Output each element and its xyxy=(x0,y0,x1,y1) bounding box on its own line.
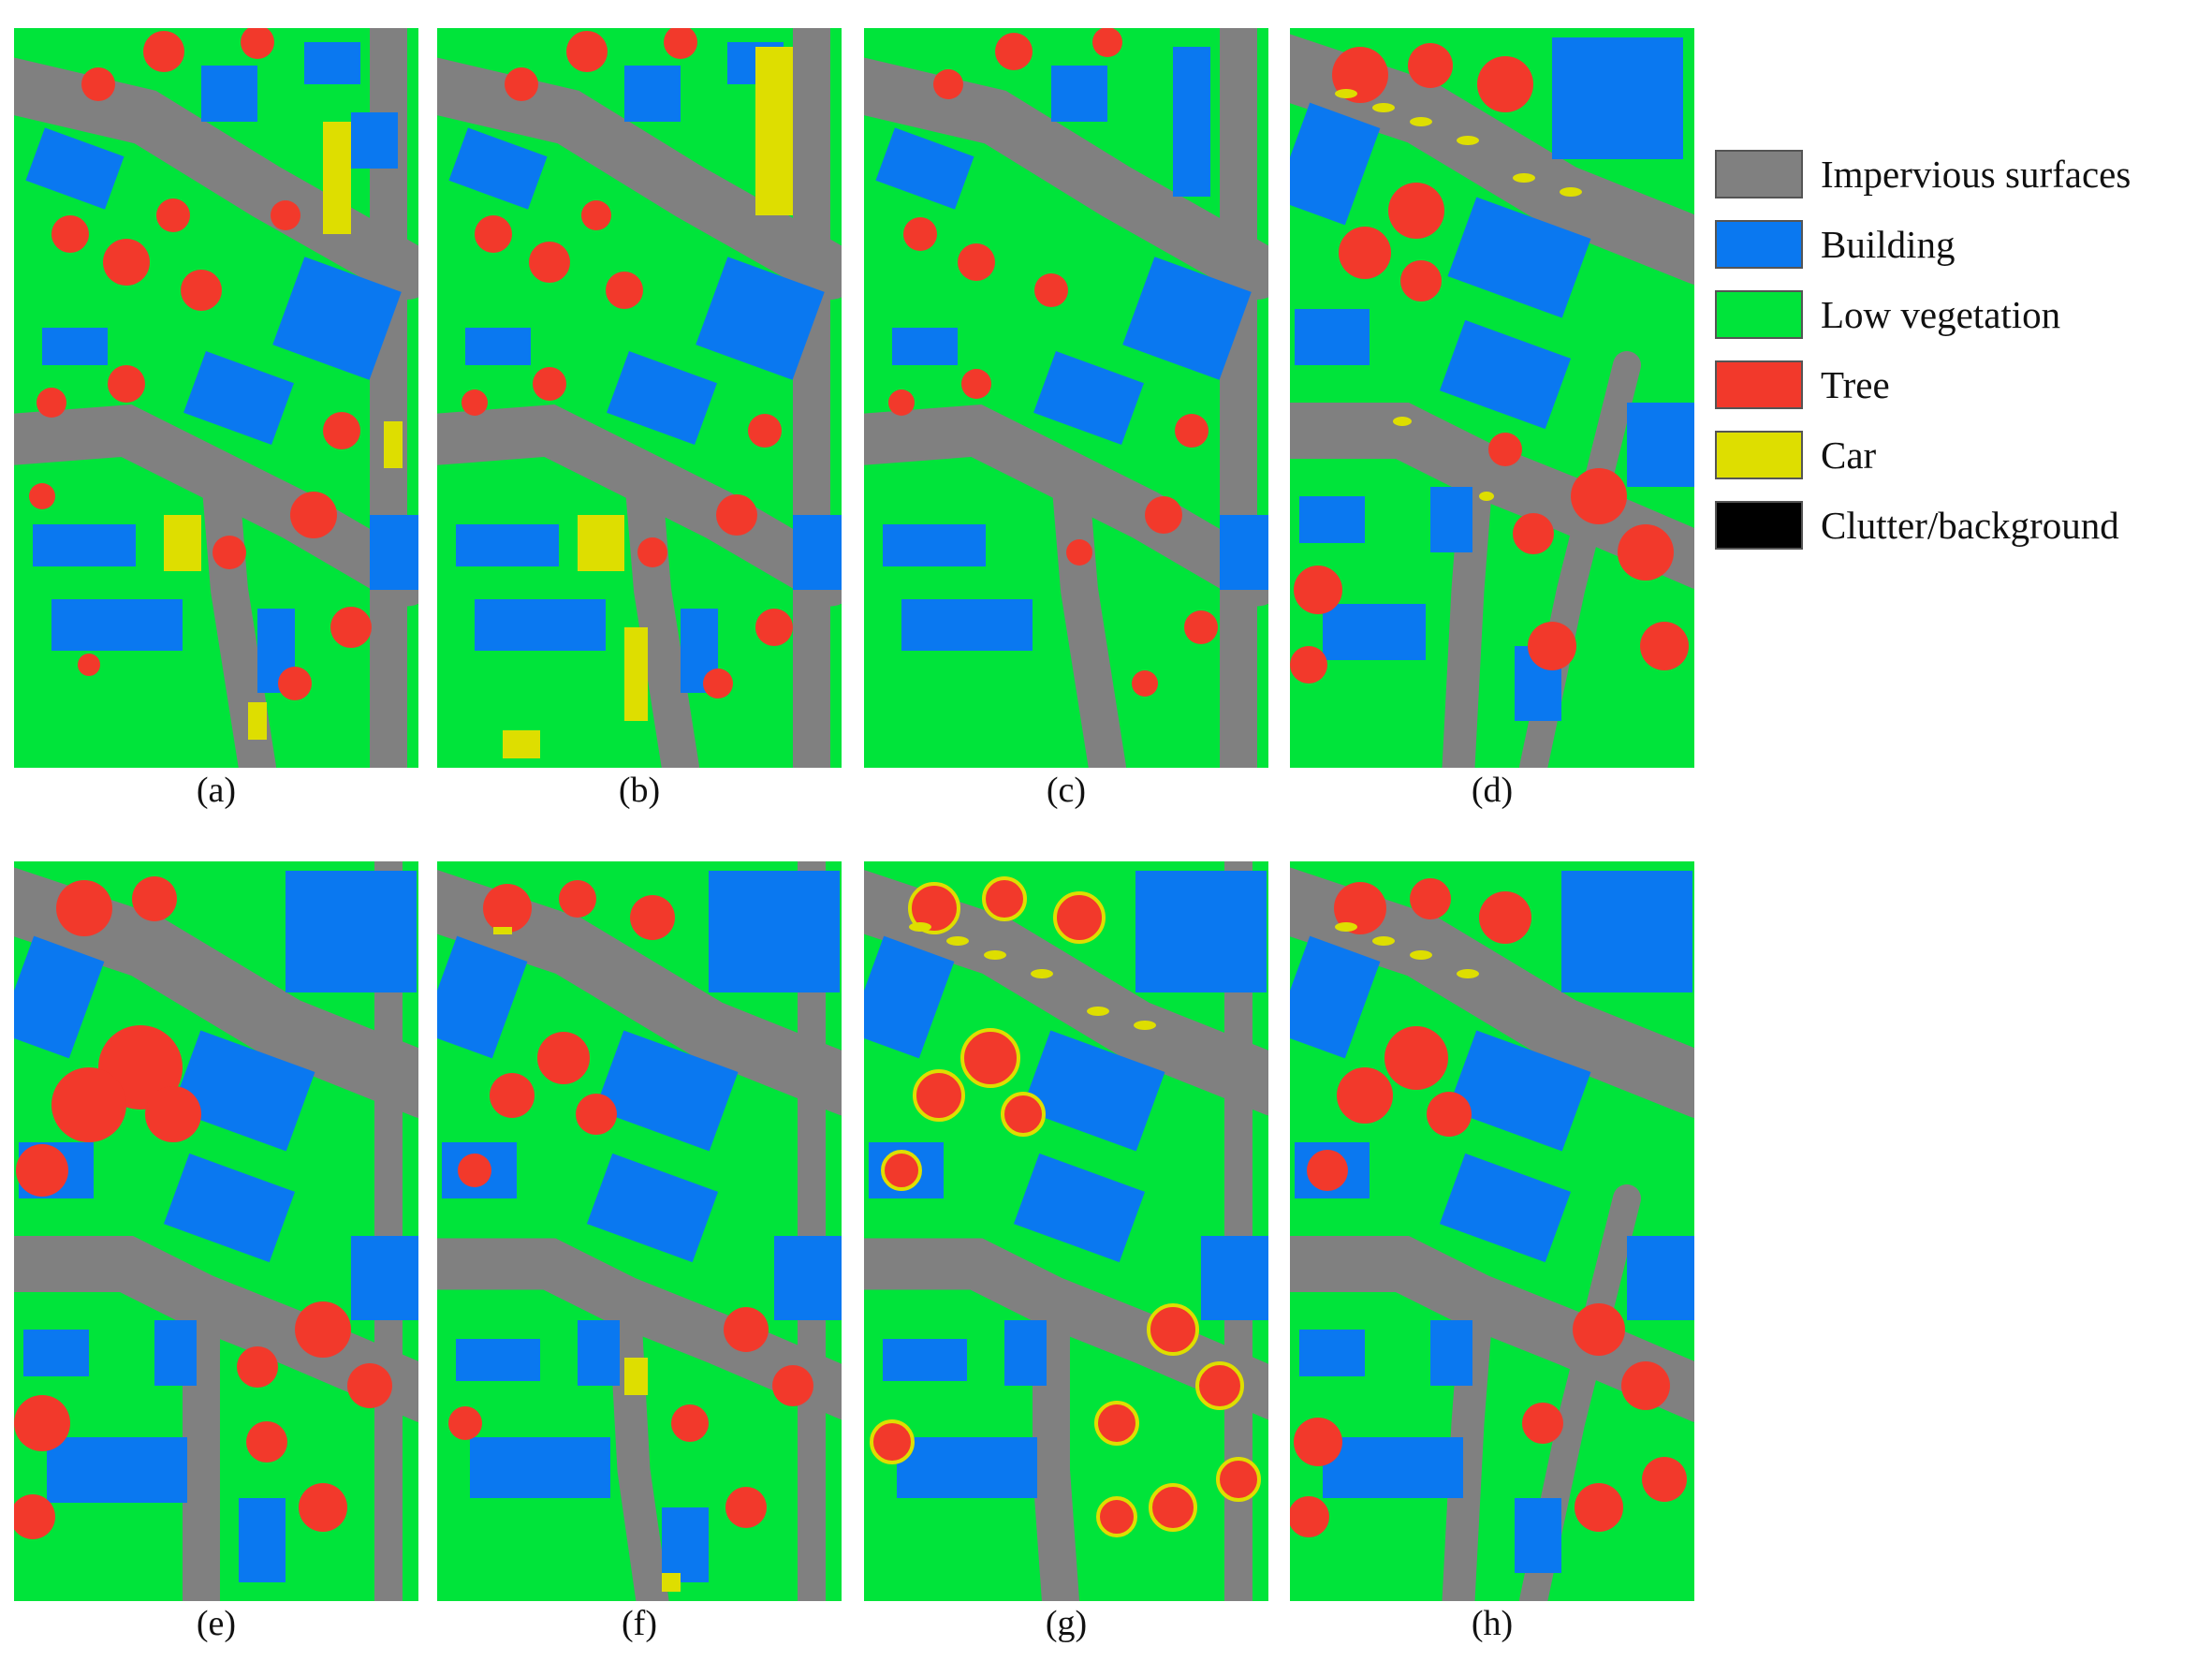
segmentation-map-b xyxy=(437,28,842,768)
segmentation-map-e-graphic xyxy=(14,861,418,1601)
segmentation-map-c-graphic xyxy=(864,28,1268,768)
panel-caption-h: (h) xyxy=(1471,1604,1514,1643)
tree-canopy xyxy=(14,876,392,1539)
legend-swatch xyxy=(1715,220,1803,269)
panel-caption-b: (b) xyxy=(618,771,661,810)
legend-label: Tree xyxy=(1821,363,1890,406)
car-pixels xyxy=(1335,89,1582,501)
legend-label: Low vegetation xyxy=(1821,293,2061,336)
segmentation-map-e xyxy=(14,861,418,1601)
legend-item-building: Building xyxy=(1715,220,2202,272)
segmentation-map-f xyxy=(437,861,842,1601)
segmentation-map-b-graphic xyxy=(437,28,842,768)
legend-swatch xyxy=(1715,150,1803,198)
panel-caption-g: (g) xyxy=(1045,1604,1088,1643)
car-pixels xyxy=(164,122,403,740)
tree-canopy xyxy=(461,28,793,698)
segmentation-map-f-graphic xyxy=(437,861,842,1601)
legend-label: Clutter/background xyxy=(1821,504,2119,547)
road-network xyxy=(864,28,1268,768)
building-footprints xyxy=(448,42,842,693)
segmentation-map-d-graphic xyxy=(1290,28,1694,768)
panel-caption-f: (f) xyxy=(622,1604,657,1643)
road-network xyxy=(437,28,842,768)
panel-caption-e: (e) xyxy=(196,1604,237,1643)
segmentation-map-c xyxy=(864,28,1268,768)
segmentation-map-g-graphic xyxy=(864,861,1268,1601)
legend-item-low-vegetation: Low vegetation xyxy=(1715,290,2202,343)
car-pixels xyxy=(909,922,1156,1030)
legend-item-impervious-surfaces: Impervious surfaces xyxy=(1715,150,2202,202)
legend-swatch xyxy=(1715,501,1803,550)
panel-caption-d: (d) xyxy=(1471,771,1514,810)
tree-canopy xyxy=(29,28,372,700)
legend-item-clutter-background: Clutter/background xyxy=(1715,501,2202,553)
building-footprints xyxy=(864,871,1268,1498)
legend-item-car: Car xyxy=(1715,431,2202,483)
legend-label: Building xyxy=(1821,223,1956,266)
panel-caption-a: (a) xyxy=(196,771,237,810)
tree-canopy xyxy=(888,28,1218,697)
tree-canopy xyxy=(870,876,1261,1537)
legend-swatch xyxy=(1715,290,1803,339)
segmentation-map-a xyxy=(14,28,418,768)
tree-canopy xyxy=(448,880,813,1528)
building-footprints xyxy=(1290,871,1694,1573)
tree-canopy xyxy=(1290,878,1687,1537)
car-pixels xyxy=(503,47,793,758)
legend-swatch xyxy=(1715,360,1803,409)
segmentation-map-h-graphic xyxy=(1290,861,1694,1601)
building-footprints xyxy=(25,42,418,693)
tree-canopy xyxy=(1290,43,1689,684)
panel-caption-c: (c) xyxy=(1046,771,1087,810)
legend-swatch xyxy=(1715,431,1803,479)
legend-item-tree: Tree xyxy=(1715,360,2202,413)
legend-label: Car xyxy=(1821,434,1877,477)
segmentation-map-h xyxy=(1290,861,1694,1601)
building-footprints xyxy=(1290,37,1694,721)
segmentation-map-d xyxy=(1290,28,1694,768)
car-pixels xyxy=(1335,922,1479,978)
legend-label: Impervious surfaces xyxy=(1821,153,2131,196)
building-footprints xyxy=(875,47,1268,651)
segmentation-map-a-graphic xyxy=(14,28,418,768)
car-pixels xyxy=(493,927,681,1592)
segmentation-map-g xyxy=(864,861,1268,1601)
building-footprints xyxy=(437,871,842,1582)
